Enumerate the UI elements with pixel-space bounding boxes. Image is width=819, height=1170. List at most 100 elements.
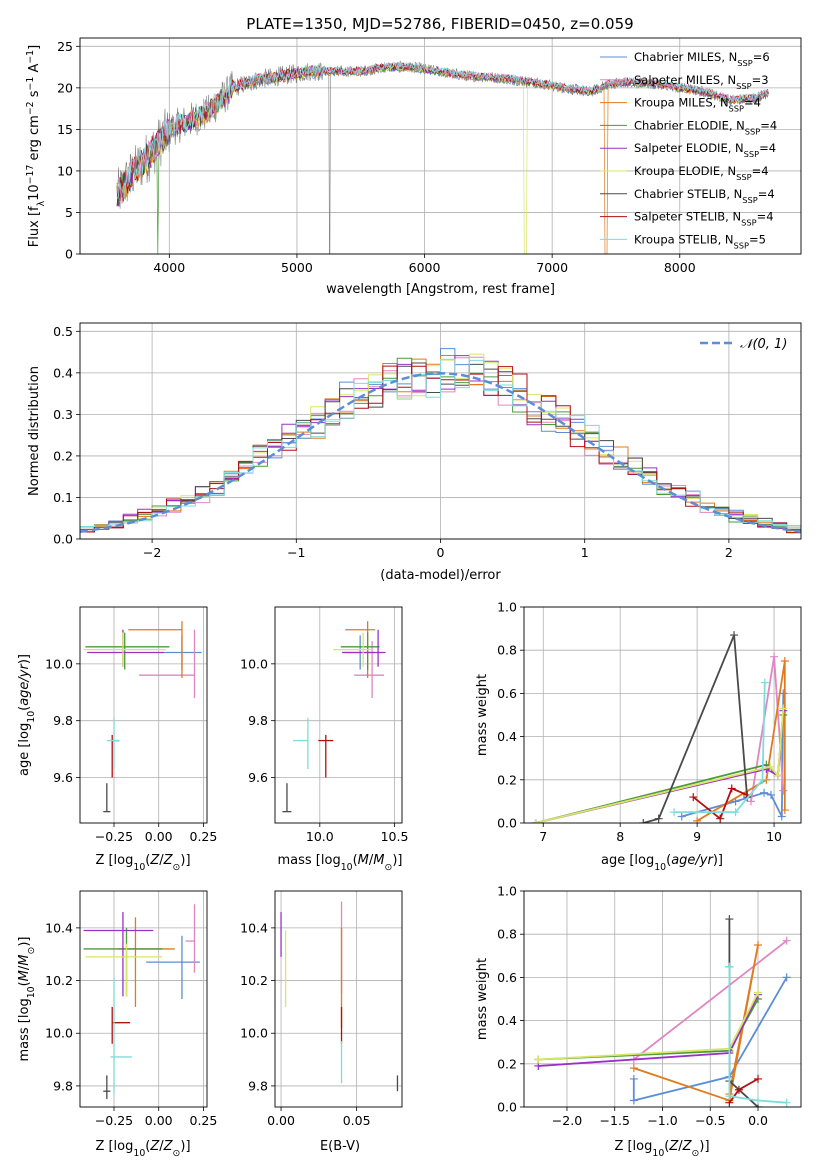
point-chabrier-miles: [164, 635, 202, 670]
y-tick-label: 0.6: [497, 686, 517, 701]
y-tick-label: 0.5: [53, 324, 73, 339]
figure-title: PLATE=1350, MJD=52786, FIBERID=0450, z=0…: [246, 15, 633, 33]
x-axis-label: (data-model)/error: [380, 568, 501, 583]
legend-entry: Salpeter MILES, NSSP=3: [634, 73, 769, 91]
observed-spectrum: [116, 60, 770, 254]
x-axis-label: Z [log10(Z/Z⊙)]: [614, 1139, 709, 1159]
model-spectrum-7: [116, 62, 769, 206]
x-tick-label: −2: [143, 545, 161, 560]
point-chabrier-miles: [146, 935, 200, 999]
error-crosses: [280, 901, 399, 1092]
y-tick-label: 9.8: [248, 1078, 268, 1093]
x-axis-label: Z [log10(Z/Z⊙)]: [95, 1139, 190, 1159]
y-axis-label: mass [log10(M/M⊙)]: [17, 937, 37, 1062]
model-spectrum-8: [116, 61, 769, 199]
data-point: [534, 1055, 543, 1064]
data-point: [725, 915, 734, 924]
series-line: [633, 944, 759, 1102]
data-point: [773, 771, 782, 780]
point-salpeter-elodie: [87, 629, 165, 667]
y-tick-label: 0.0: [497, 816, 517, 831]
x-tick-label: −1.0: [647, 1113, 677, 1128]
x-tick-label: 10.0: [306, 829, 334, 844]
y-tick-label: 9.6: [248, 770, 268, 785]
x-axis-label: age [log10(age/yr)]: [601, 853, 723, 873]
age-vs-metallicity-panel: −0.25 0.00 0.25 9.6 9.8 10.0 Z [log10(Z/Z⊙)] ag…: [17, 606, 217, 873]
y-axis-label: Normed distribution: [27, 366, 42, 496]
weight-series: [531, 631, 789, 823]
x-tick-label: 7000: [536, 260, 568, 275]
y-tick-label: 0.1: [53, 490, 73, 505]
point-kroupa-miles: [128, 621, 183, 679]
x-tick-label: 6000: [409, 260, 441, 275]
y-tick-label: 10.2: [45, 973, 73, 988]
x-tick-label: −0.25: [95, 829, 133, 844]
data-point: [754, 1074, 763, 1083]
y-tick-label: 0.4: [497, 1013, 517, 1028]
model-spectrum-3: [116, 63, 769, 254]
y-tick-label: 10: [57, 163, 73, 178]
y-tick-label: 10.4: [45, 920, 73, 935]
y-tick-label: 15: [57, 122, 73, 137]
data-point: [654, 814, 663, 823]
series-kroupa-stelib: [725, 962, 791, 1107]
grid-lines: [275, 891, 402, 1107]
x-tick-label: 8: [616, 829, 624, 844]
grid-lines: [275, 607, 402, 823]
x-axis-label: Z [log10(Z/Z⊙)]: [95, 853, 190, 873]
x-tick-label: 5000: [281, 260, 313, 275]
series-line: [535, 714, 785, 823]
point-kroupa-stelib: [110, 977, 132, 1094]
weight-vs-age-panel: 7 8 9 10 0.0 0.2 0.4 0.6 0.8 1.0 mass weight age [l…: [475, 600, 802, 873]
data-point: [725, 1092, 734, 1101]
legend-entry: Kroupa MILES, NSSP=4: [634, 96, 761, 114]
legend: Chabrier MILES, NSSP=6 Salpeter MILES, NS…: [600, 50, 777, 250]
point-salpeter-stelib: [318, 734, 334, 778]
point-kroupa-elodie: [333, 632, 374, 667]
error-crosses: [83, 621, 202, 813]
y-tick-label: 0.8: [497, 927, 517, 942]
age-vs-mass-panel: 10.0 10.5 9.6 9.8 10.0 mass [log10(M/M⊙)]: [240, 606, 408, 873]
x-axis-label: E(B-V): [320, 1139, 360, 1154]
legend-entry: Salpeter STELIB, NSSP=4: [634, 210, 774, 228]
model-spectrum-5: [116, 62, 769, 254]
axes-frame: [79, 322, 802, 540]
mass-vs-metallicity-panel: −0.25 0.00 0.25 9.8 10.0 10.2 10.4 Z [log10(Z/Z…: [17, 890, 217, 1159]
x-tick-label: 2: [725, 545, 733, 560]
data-point: [730, 631, 739, 640]
weight-vs-metallicity-panel: −2.0 −1.5 −1.0 −0.5 0.0 0.0 0.2 0.4 0.6 0.8 1.0 mas…: [475, 884, 802, 1159]
x-tick-label: 1: [581, 545, 589, 560]
data-point: [754, 1096, 763, 1105]
y-axis-label: age [log10(age/yr)]: [17, 654, 37, 776]
grid-lines: [80, 891, 207, 1107]
legend-entry: Chabrier MILES, NSSP=6: [634, 50, 770, 68]
axes-frame: [523, 890, 802, 1108]
data-point: [754, 941, 763, 949]
data-point: [531, 819, 540, 823]
y-tick-label: 10.2: [240, 973, 268, 988]
y-tick-label: 10.4: [240, 920, 268, 935]
y-tick-label: 9.6: [53, 770, 73, 785]
point-salpeter-stelib: [111, 734, 120, 778]
point-salpeter-elodie: [342, 629, 386, 667]
data-point: [782, 1098, 791, 1107]
y-tick-label: 10.0: [45, 656, 73, 671]
y-tick-label: 0: [65, 247, 73, 262]
point-chabrier-stelib: [282, 783, 292, 813]
point-kroupa-elodie: [85, 943, 163, 997]
x-tick-label: 8000: [664, 260, 696, 275]
data-point: [629, 1074, 638, 1083]
point-chabrier-stelib: [103, 1075, 111, 1100]
data-point: [727, 784, 736, 793]
legend-entry: Chabrier ELODIE, NSSP=4: [634, 118, 777, 136]
point-chabrier-elodie: [85, 632, 170, 670]
data-point: [725, 962, 734, 971]
data-point: [677, 812, 686, 821]
series-line: [692, 787, 748, 821]
x-tick-label: −0.25: [95, 1113, 133, 1128]
y-tick-label: 0.0: [53, 532, 73, 547]
data-point: [731, 808, 740, 817]
data-point: [746, 797, 755, 806]
spectrum-lines: [116, 60, 770, 254]
series-line: [696, 660, 786, 822]
